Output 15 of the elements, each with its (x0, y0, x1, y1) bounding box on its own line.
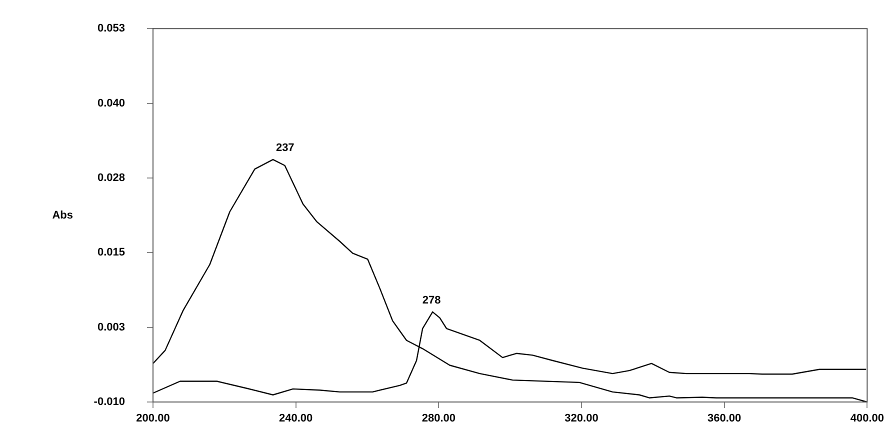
annotation: 237 (276, 142, 294, 154)
y-tick-label: 0.003 (97, 321, 125, 334)
y-tick-label: 0.028 (97, 172, 125, 184)
y-tick-label: 0.040 (97, 97, 125, 110)
y-axis-title: Abs (52, 209, 73, 222)
annotation: 278 (422, 294, 441, 306)
y-tick-label: -0.010 (94, 396, 125, 408)
x-tick-label: 200.00 (136, 412, 170, 425)
x-tick-label: 280.00 (422, 412, 456, 425)
y-tick-label: 0.015 (97, 246, 125, 259)
x-tick-label: 360.00 (708, 412, 742, 425)
x-tick-label: 240.00 (279, 412, 313, 425)
y-tick-label: 0.053 (97, 22, 125, 35)
x-tick-label: 320.00 (564, 412, 598, 425)
x-tick-label: 400.00 (850, 412, 884, 425)
